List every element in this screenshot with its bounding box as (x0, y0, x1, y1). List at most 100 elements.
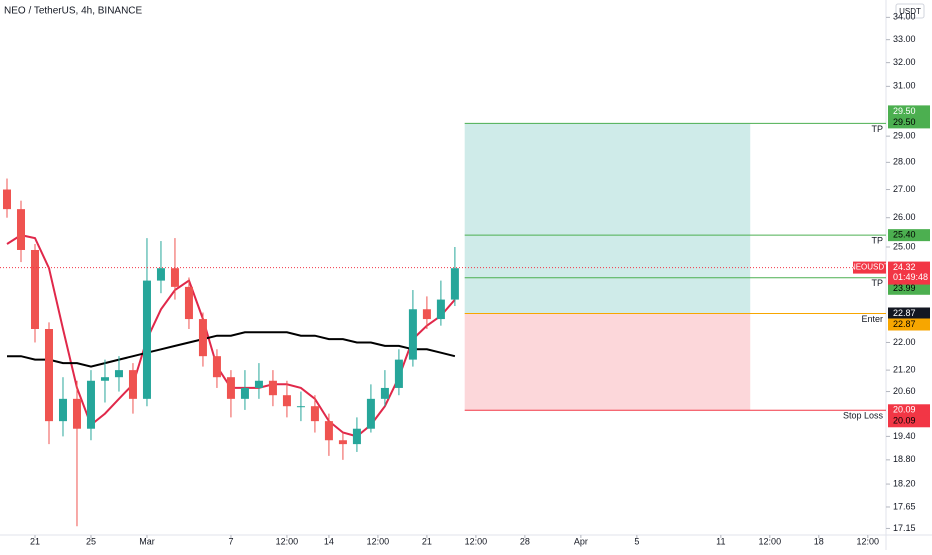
level-badge-bg (888, 307, 930, 320)
level-name: TP (871, 278, 883, 288)
x-tick-label: 18 (814, 536, 824, 546)
level-badge-bg (888, 229, 930, 242)
x-tick-label: 7 (228, 536, 233, 546)
candle-body (184, 286, 193, 320)
candle-body (436, 299, 445, 320)
y-tick-label: 34.00 (893, 12, 916, 22)
x-tick-label: 11 (716, 536, 725, 546)
level-badge-bg (888, 282, 930, 295)
level-badge-bg (888, 415, 930, 428)
candle-body (16, 209, 25, 250)
currency-label[interactable]: USDT (899, 7, 921, 16)
y-tick-label: 31.00 (893, 81, 916, 91)
candle-body (352, 428, 361, 445)
symbol-badge: NEOUSDT (850, 263, 889, 272)
level-badge: 29.50 (893, 106, 916, 116)
candle-body (282, 395, 291, 407)
candle-body (268, 380, 277, 396)
candle-body (226, 377, 235, 399)
level-badge: 25.40 (893, 230, 916, 240)
candle-body (72, 398, 81, 429)
x-tick-label: 12:00 (857, 536, 880, 546)
moving-average (7, 331, 456, 368)
candle-body (114, 370, 123, 378)
last-price-label: 24.32 (893, 262, 916, 272)
y-tick-label: 28.00 (893, 157, 916, 167)
candle-body (44, 329, 53, 422)
y-tick-label: 33.00 (893, 34, 916, 44)
candle-body (422, 309, 431, 320)
level-badge-bg (888, 404, 930, 417)
level-badge: 20.09 (893, 416, 916, 426)
x-tick-label: 14 (324, 536, 334, 546)
y-tick-label: 18.20 (893, 478, 916, 488)
candle-body (170, 268, 179, 287)
candle-body (408, 309, 417, 360)
candle-body (296, 406, 305, 408)
level-badge: 22.87 (893, 319, 916, 329)
level-name: Enter (861, 314, 883, 324)
y-tick-label: 32.00 (893, 57, 916, 67)
x-tick-label: 12:00 (759, 536, 782, 546)
currency-box[interactable] (895, 3, 925, 19)
loss-zone (464, 313, 751, 411)
candle-body (366, 398, 375, 429)
candle-body (58, 398, 67, 422)
y-tick-label: 17.15 (893, 523, 916, 533)
candle-body (30, 249, 39, 330)
level-badge-bg (888, 318, 930, 331)
candle-body (380, 387, 389, 399)
y-tick-label: 20.60 (893, 386, 916, 396)
level-badge: 29.50 (893, 117, 916, 127)
level-badge-bg (888, 116, 930, 129)
candle-body (240, 387, 249, 399)
candle-body (212, 356, 221, 378)
level-badge: 20.09 (893, 405, 916, 415)
level-badge: 23.99 (893, 283, 916, 293)
x-tick-label: 21 (30, 536, 40, 546)
x-tick-label: 12:00 (367, 536, 390, 546)
last-price-badge-bg (888, 261, 930, 285)
x-tick-label: 5 (634, 536, 639, 546)
candle-body (310, 406, 319, 422)
countdown-label: 01:49:48 (893, 272, 928, 282)
candle-body (86, 380, 95, 429)
x-tick-label: Mar (139, 536, 155, 546)
x-tick-label: 25 (86, 536, 96, 546)
x-tick-label: 21 (422, 536, 432, 546)
x-tick-label: 12:00 (276, 536, 299, 546)
y-tick-label: 18.80 (893, 454, 916, 464)
candle-body (128, 370, 137, 399)
candle-body (324, 421, 333, 441)
symbol-badge-bg (853, 261, 886, 274)
level-name: TP (871, 236, 883, 246)
candle-body (142, 280, 151, 399)
level-name: Stop Loss (843, 411, 884, 421)
y-tick-label: 19.40 (893, 431, 916, 441)
level-name: TP (871, 124, 883, 134)
y-tick-label: 22.00 (893, 337, 916, 347)
x-tick-label: 12:00 (465, 536, 488, 546)
candle-body (338, 440, 347, 445)
candle-body (100, 377, 109, 381)
y-tick-label: 27.00 (893, 184, 916, 194)
level-badge-bg (888, 105, 930, 118)
y-tick-label: 26.00 (893, 212, 916, 222)
level-badge: 22.87 (893, 308, 916, 318)
candle-body (156, 268, 165, 281)
x-tick-label: 28 (520, 536, 530, 546)
y-tick-label: 29.00 (893, 131, 916, 141)
candle-body (2, 189, 11, 210)
profit-zone (464, 123, 751, 314)
chart-title: NEO / TetherUS, 4h, BINANCE (4, 6, 143, 17)
y-tick-label: 21.20 (893, 364, 916, 374)
y-tick-label: 25.00 (893, 241, 916, 251)
candle-body (198, 319, 207, 357)
y-tick-label: 17.65 (893, 501, 916, 511)
candle-body (394, 359, 403, 388)
candle-body (254, 380, 263, 388)
x-tick-label: Apr (574, 536, 588, 546)
candle-body (450, 268, 459, 300)
